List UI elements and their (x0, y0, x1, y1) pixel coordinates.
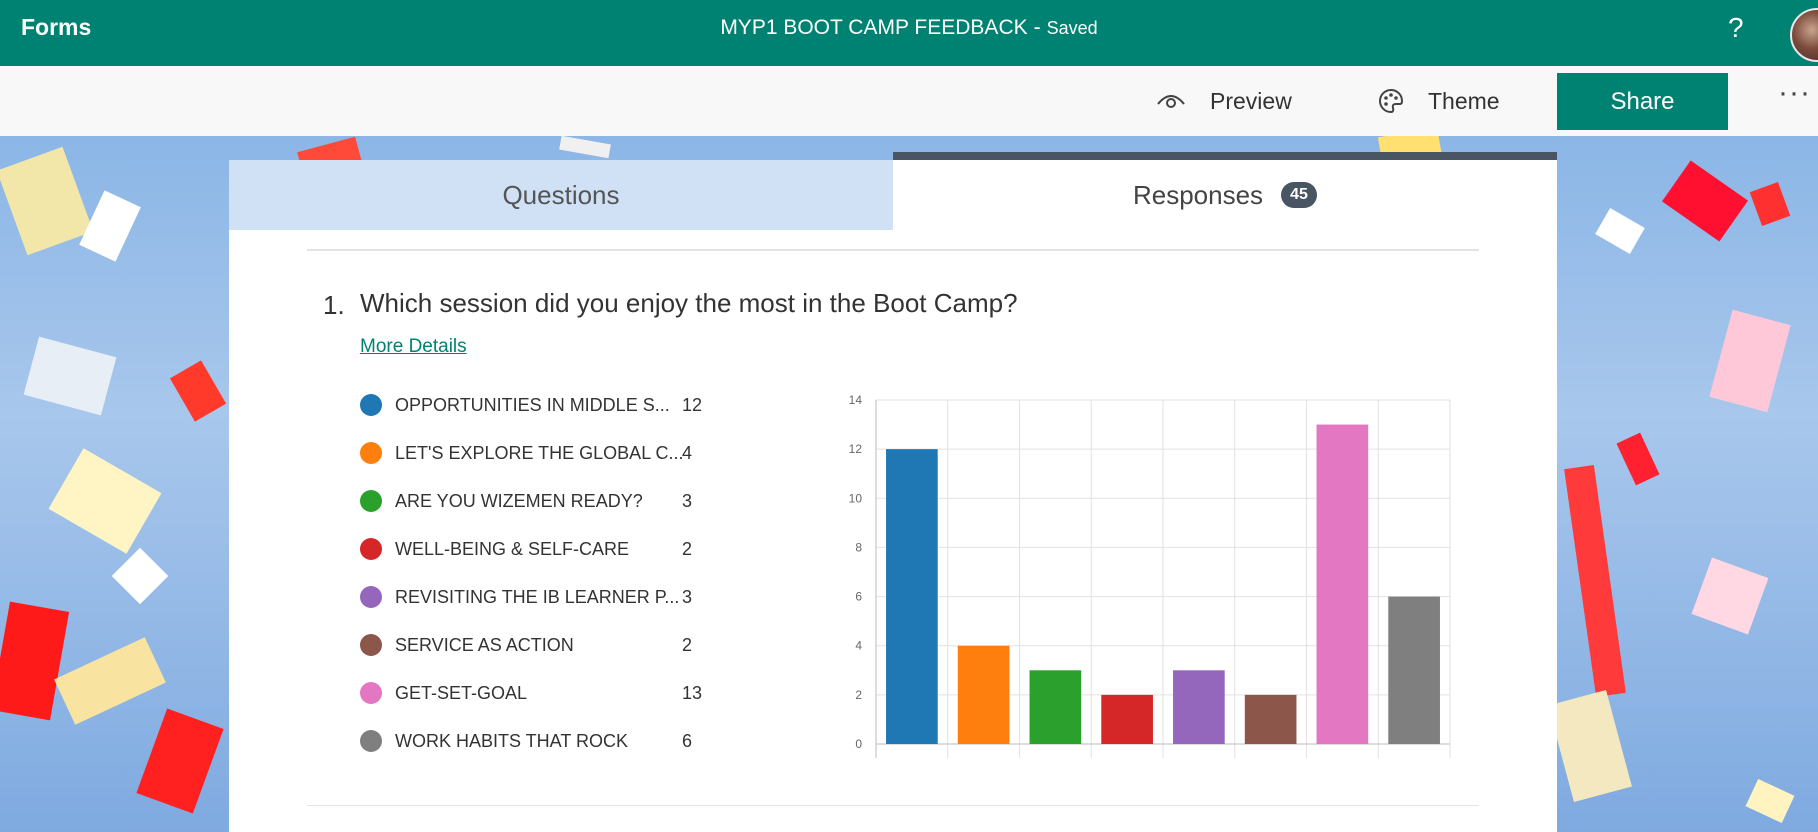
question-number: 1. (323, 290, 345, 320)
confetti-decoration (1616, 432, 1660, 486)
preview-button[interactable]: Preview (1156, 66, 1292, 136)
legend-count: 3 (682, 491, 693, 511)
theme-label: Theme (1428, 87, 1500, 114)
legend-count: 12 (682, 395, 703, 415)
save-status: Saved (1046, 18, 1098, 38)
legend-swatch (360, 682, 382, 704)
confetti-decoration (54, 637, 166, 725)
confetti-decoration (1548, 689, 1632, 803)
command-bar: Preview Theme Share ··· (0, 66, 1818, 137)
chart-bar (1316, 424, 1369, 744)
legend-count: 2 (682, 635, 693, 655)
confetti-decoration (1564, 465, 1626, 697)
y-tick-label: 8 (855, 540, 862, 554)
divider (307, 249, 1479, 251)
confetti-decoration (23, 336, 117, 416)
chart-bar (1173, 670, 1225, 744)
legend-label: ARE YOU WIZEMEN READY? (395, 491, 643, 511)
legend-item: WORK HABITS THAT ROCK 6 (360, 726, 720, 756)
legend-count: 2 (682, 539, 693, 559)
tab-questions-label: Questions (502, 179, 620, 210)
confetti-decoration (79, 190, 141, 262)
more-options-icon[interactable]: ··· (1778, 76, 1811, 109)
legend-swatch (360, 730, 382, 752)
chart-bar (957, 645, 1010, 744)
palette-icon (1379, 88, 1404, 114)
question-text: Which session did you enjoy the most in … (360, 288, 1018, 318)
legend-label: WELL-BEING & SELF-CARE (395, 539, 630, 559)
share-button[interactable]: Share (1557, 73, 1728, 130)
tab-responses-label: Responses (1132, 179, 1264, 210)
chart-bar (1244, 694, 1297, 744)
confetti-decoration (1691, 557, 1769, 635)
divider (307, 805, 1479, 806)
confetti-decoration (0, 146, 94, 256)
legend-item: GET-SET-GOAL 13 (360, 678, 720, 708)
preview-label: Preview (1210, 87, 1292, 114)
more-details-link[interactable]: More Details (360, 336, 467, 357)
legend-label: WORK HABITS THAT ROCK (395, 731, 629, 751)
confetti-decoration (169, 360, 227, 422)
bar-chart: 0 2 4 6 8 10 12 14 (849, 393, 1451, 758)
legend-swatch (360, 586, 382, 608)
legend-label: REVISITING THE IB LEARNER P... (395, 587, 680, 607)
confetti-decoration (1745, 778, 1795, 824)
legend-swatch (360, 442, 382, 464)
y-tick-label: 10 (849, 491, 863, 505)
legend-item: SERVICE AS ACTION 2 (360, 630, 720, 660)
app-name[interactable]: Forms (21, 14, 92, 40)
chart-bar (1101, 694, 1153, 744)
legend-label: GET-SET-GOAL (395, 683, 528, 703)
legend-item: ARE YOU WIZEMEN READY? 3 (360, 486, 720, 516)
y-tick-label: 12 (849, 442, 863, 456)
chart-bar (1029, 670, 1082, 744)
legend-label: OPPORTUNITIES IN MIDDLE S... (395, 395, 670, 415)
y-tick-label: 2 (855, 688, 862, 702)
legend-count: 6 (682, 731, 693, 751)
legend-item: OPPORTUNITIES IN MIDDLE S... 12 (360, 390, 720, 420)
help-icon[interactable]: ? (1728, 12, 1744, 43)
confetti-decoration (559, 136, 611, 159)
form-title[interactable]: MYP1 BOOT CAMP FEEDBACK (720, 16, 1028, 39)
confetti-decoration (48, 448, 162, 554)
eye-icon (1157, 95, 1185, 108)
y-tick-label: 0 (855, 737, 862, 751)
chart-bar (886, 449, 938, 744)
chart-bar (1388, 596, 1440, 744)
legend-item: REVISITING THE IB LEARNER P... 3 (360, 582, 720, 612)
legend-swatch (360, 634, 382, 656)
tab-responses[interactable]: Responses 45 (893, 152, 1557, 230)
confetti-decoration (1749, 181, 1791, 227)
legend-label: SERVICE AS ACTION (395, 635, 574, 655)
legend-swatch (360, 394, 382, 416)
confetti-decoration (0, 601, 70, 721)
responses-count-badge: 45 (1281, 182, 1318, 208)
title-separator: - (1033, 16, 1041, 39)
legend-swatch (360, 538, 382, 560)
legend-count: 13 (682, 683, 703, 703)
legend-count: 4 (682, 443, 693, 463)
legend-item: WELL-BEING & SELF-CARE 2 (360, 534, 720, 564)
y-tick-label: 14 (849, 393, 863, 407)
legend-item: LET'S EXPLORE THE GLOBAL C... 4 (360, 438, 720, 468)
y-tick-label: 6 (855, 590, 862, 604)
legend-swatch (360, 490, 382, 512)
confetti-decoration (1661, 160, 1749, 242)
document-title: MYP1 BOOT CAMP FEEDBACK - Saved (0, 16, 1818, 40)
legend-label: LET'S EXPLORE THE GLOBAL C... (395, 443, 684, 463)
confetti-decoration (111, 547, 169, 605)
legend-count: 3 (682, 587, 693, 607)
tab-questions[interactable]: Questions (229, 160, 893, 230)
confetti-decoration (1709, 309, 1791, 413)
top-bar: Forms MYP1 BOOT CAMP FEEDBACK - Saved ? (0, 0, 1818, 66)
y-tick-label: 4 (855, 639, 862, 653)
theme-button[interactable]: Theme (1378, 66, 1500, 136)
confetti-decoration (1595, 208, 1645, 254)
confetti-decoration (136, 708, 224, 814)
